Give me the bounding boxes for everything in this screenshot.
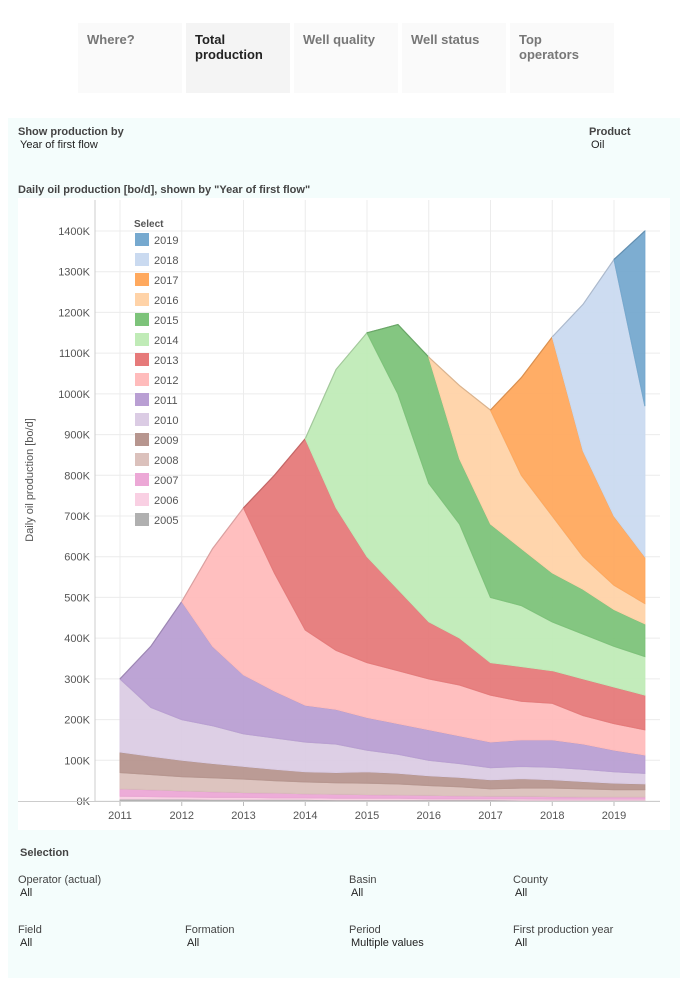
legend-label: 2010: [154, 415, 178, 427]
legend-swatch: [135, 373, 149, 386]
y-tick-label: 300K: [64, 674, 90, 686]
legend-swatch: [135, 293, 149, 306]
filter-dropdown-operator-actual[interactable]: All: [20, 887, 33, 899]
legend-swatch: [135, 393, 149, 406]
legend-swatch: [135, 413, 149, 426]
filter-label-formation: Formation: [185, 924, 235, 936]
legend-label: 2007: [154, 475, 178, 487]
legend-swatch: [135, 353, 149, 366]
filter-dropdown-period[interactable]: Multiple values: [351, 937, 424, 949]
product-label: Product: [589, 126, 631, 138]
legend-item-2012[interactable]: 2012: [135, 373, 178, 387]
stacked-area-chart[interactable]: 0K100K200K300K400K500K600K700K800K900K10…: [18, 198, 670, 830]
legend-label: 2012: [154, 375, 178, 387]
chart-title: Daily oil production [bo/d], shown by "Y…: [18, 184, 311, 196]
legend-swatch: [135, 513, 149, 526]
filter-label-county: County: [513, 874, 548, 886]
legend-swatch: [135, 473, 149, 486]
legend-item-2016[interactable]: 2016: [135, 293, 178, 307]
y-tick-label: 700K: [64, 511, 90, 523]
tab-well-quality[interactable]: Well quality: [294, 23, 398, 93]
y-tick-label: 400K: [64, 633, 90, 645]
x-tick-label: 2017: [478, 810, 502, 822]
legend-label: 2017: [154, 275, 178, 287]
filter-label-operator-actual: Operator (actual): [18, 874, 102, 886]
legend-swatch: [135, 433, 149, 446]
legend-label: 2008: [154, 455, 178, 467]
legend-swatch: [135, 453, 149, 466]
legend-label: 2011: [154, 395, 178, 407]
filter-dropdown-basin[interactable]: All: [351, 887, 364, 899]
x-tick-label: 2014: [293, 810, 317, 822]
legend-label: 2005: [154, 515, 178, 527]
legend-item-2007[interactable]: 2007: [135, 473, 178, 487]
product-dropdown[interactable]: Oil: [591, 139, 605, 151]
legend-item-2011[interactable]: 2011: [135, 393, 178, 407]
y-tick-label: 900K: [64, 430, 90, 442]
x-tick-label: 2019: [602, 810, 626, 822]
x-tick-label: 2018: [540, 810, 564, 822]
show-by-label: Show production by: [18, 126, 124, 138]
filter-label-first-production-year: First production year: [513, 924, 614, 936]
show-by-dropdown[interactable]: Year of first flow: [20, 139, 98, 151]
legend-item-2005[interactable]: 2005: [135, 513, 178, 527]
legend-title: Select: [134, 219, 164, 230]
x-tick-label: 2011: [108, 810, 132, 822]
legend-label: 2009: [154, 435, 178, 447]
y-tick-label: 1400K: [58, 226, 90, 238]
chart-container: 0K 100K 200K 300K 400K 500K 600K 700K 800K 900K 10…: [18, 198, 670, 830]
legend-swatch: [135, 493, 149, 506]
legend-swatch: [135, 253, 149, 266]
tab-where[interactable]: Where?: [78, 23, 182, 93]
legend-item-2010[interactable]: 2010: [135, 413, 178, 427]
y-tick-label: 800K: [64, 470, 90, 482]
legend-label: 2015: [154, 315, 178, 327]
legend-item-2019[interactable]: 2019: [135, 233, 178, 247]
legend-item-2018[interactable]: 2018: [135, 253, 178, 267]
selection-title: Selection: [20, 847, 69, 859]
legend-item-2014[interactable]: 2014: [135, 333, 178, 347]
legend-label: 2006: [154, 495, 178, 507]
filter-label-period: Period: [349, 924, 381, 936]
tab-top-operators[interactable]: Top operators: [510, 23, 614, 93]
y-tick-label: 1300K: [58, 267, 90, 279]
legend-swatch: [135, 233, 149, 246]
legend-label: 2019: [154, 235, 178, 247]
legend-item-2015[interactable]: 2015: [135, 313, 178, 327]
y-tick-label: 1000K: [58, 389, 90, 401]
x-tick-label: 2012: [170, 810, 194, 822]
filter-dropdown-first-production-year[interactable]: All: [515, 937, 528, 949]
legend-item-2008[interactable]: 2008: [135, 453, 178, 467]
y-tick-label: 500K: [64, 592, 90, 604]
y-tick-label: 1100K: [59, 348, 91, 360]
area-edge-2019: [613, 230, 646, 260]
legend-item-2006[interactable]: 2006: [135, 493, 178, 507]
legend-label: 2018: [154, 255, 178, 267]
y-tick-label: 1200K: [58, 307, 90, 319]
legend-swatch: [135, 333, 149, 346]
filter-label-basin: Basin: [349, 874, 377, 886]
x-tick-label: 2013: [231, 810, 255, 822]
filter-dropdown-formation[interactable]: All: [187, 937, 200, 949]
legend-item-2017[interactable]: 2017: [135, 273, 178, 287]
y-tick-label: 200K: [64, 715, 90, 727]
tab-well-status[interactable]: Well status: [402, 23, 506, 93]
legend-label: 2013: [154, 355, 178, 367]
filter-label-field: Field: [18, 924, 42, 936]
legend-item-2013[interactable]: 2013: [135, 353, 178, 367]
legend-label: 2014: [154, 335, 178, 347]
legend-swatch: [135, 313, 149, 326]
y-tick-label: 100K: [64, 755, 90, 767]
tab-total-production[interactable]: Total production: [186, 23, 290, 93]
y-tick-label: 600K: [64, 552, 90, 564]
filter-dropdown-field[interactable]: All: [20, 937, 33, 949]
legend-item-2009[interactable]: 2009: [135, 433, 178, 447]
x-tick-label: 2015: [355, 810, 379, 822]
filter-dropdown-county[interactable]: All: [515, 887, 528, 899]
y-axis-label: Daily oil production [bo/d]: [24, 418, 36, 542]
legend-swatch: [135, 273, 149, 286]
legend-label: 2016: [154, 295, 178, 307]
x-tick-label: 2016: [417, 810, 441, 822]
